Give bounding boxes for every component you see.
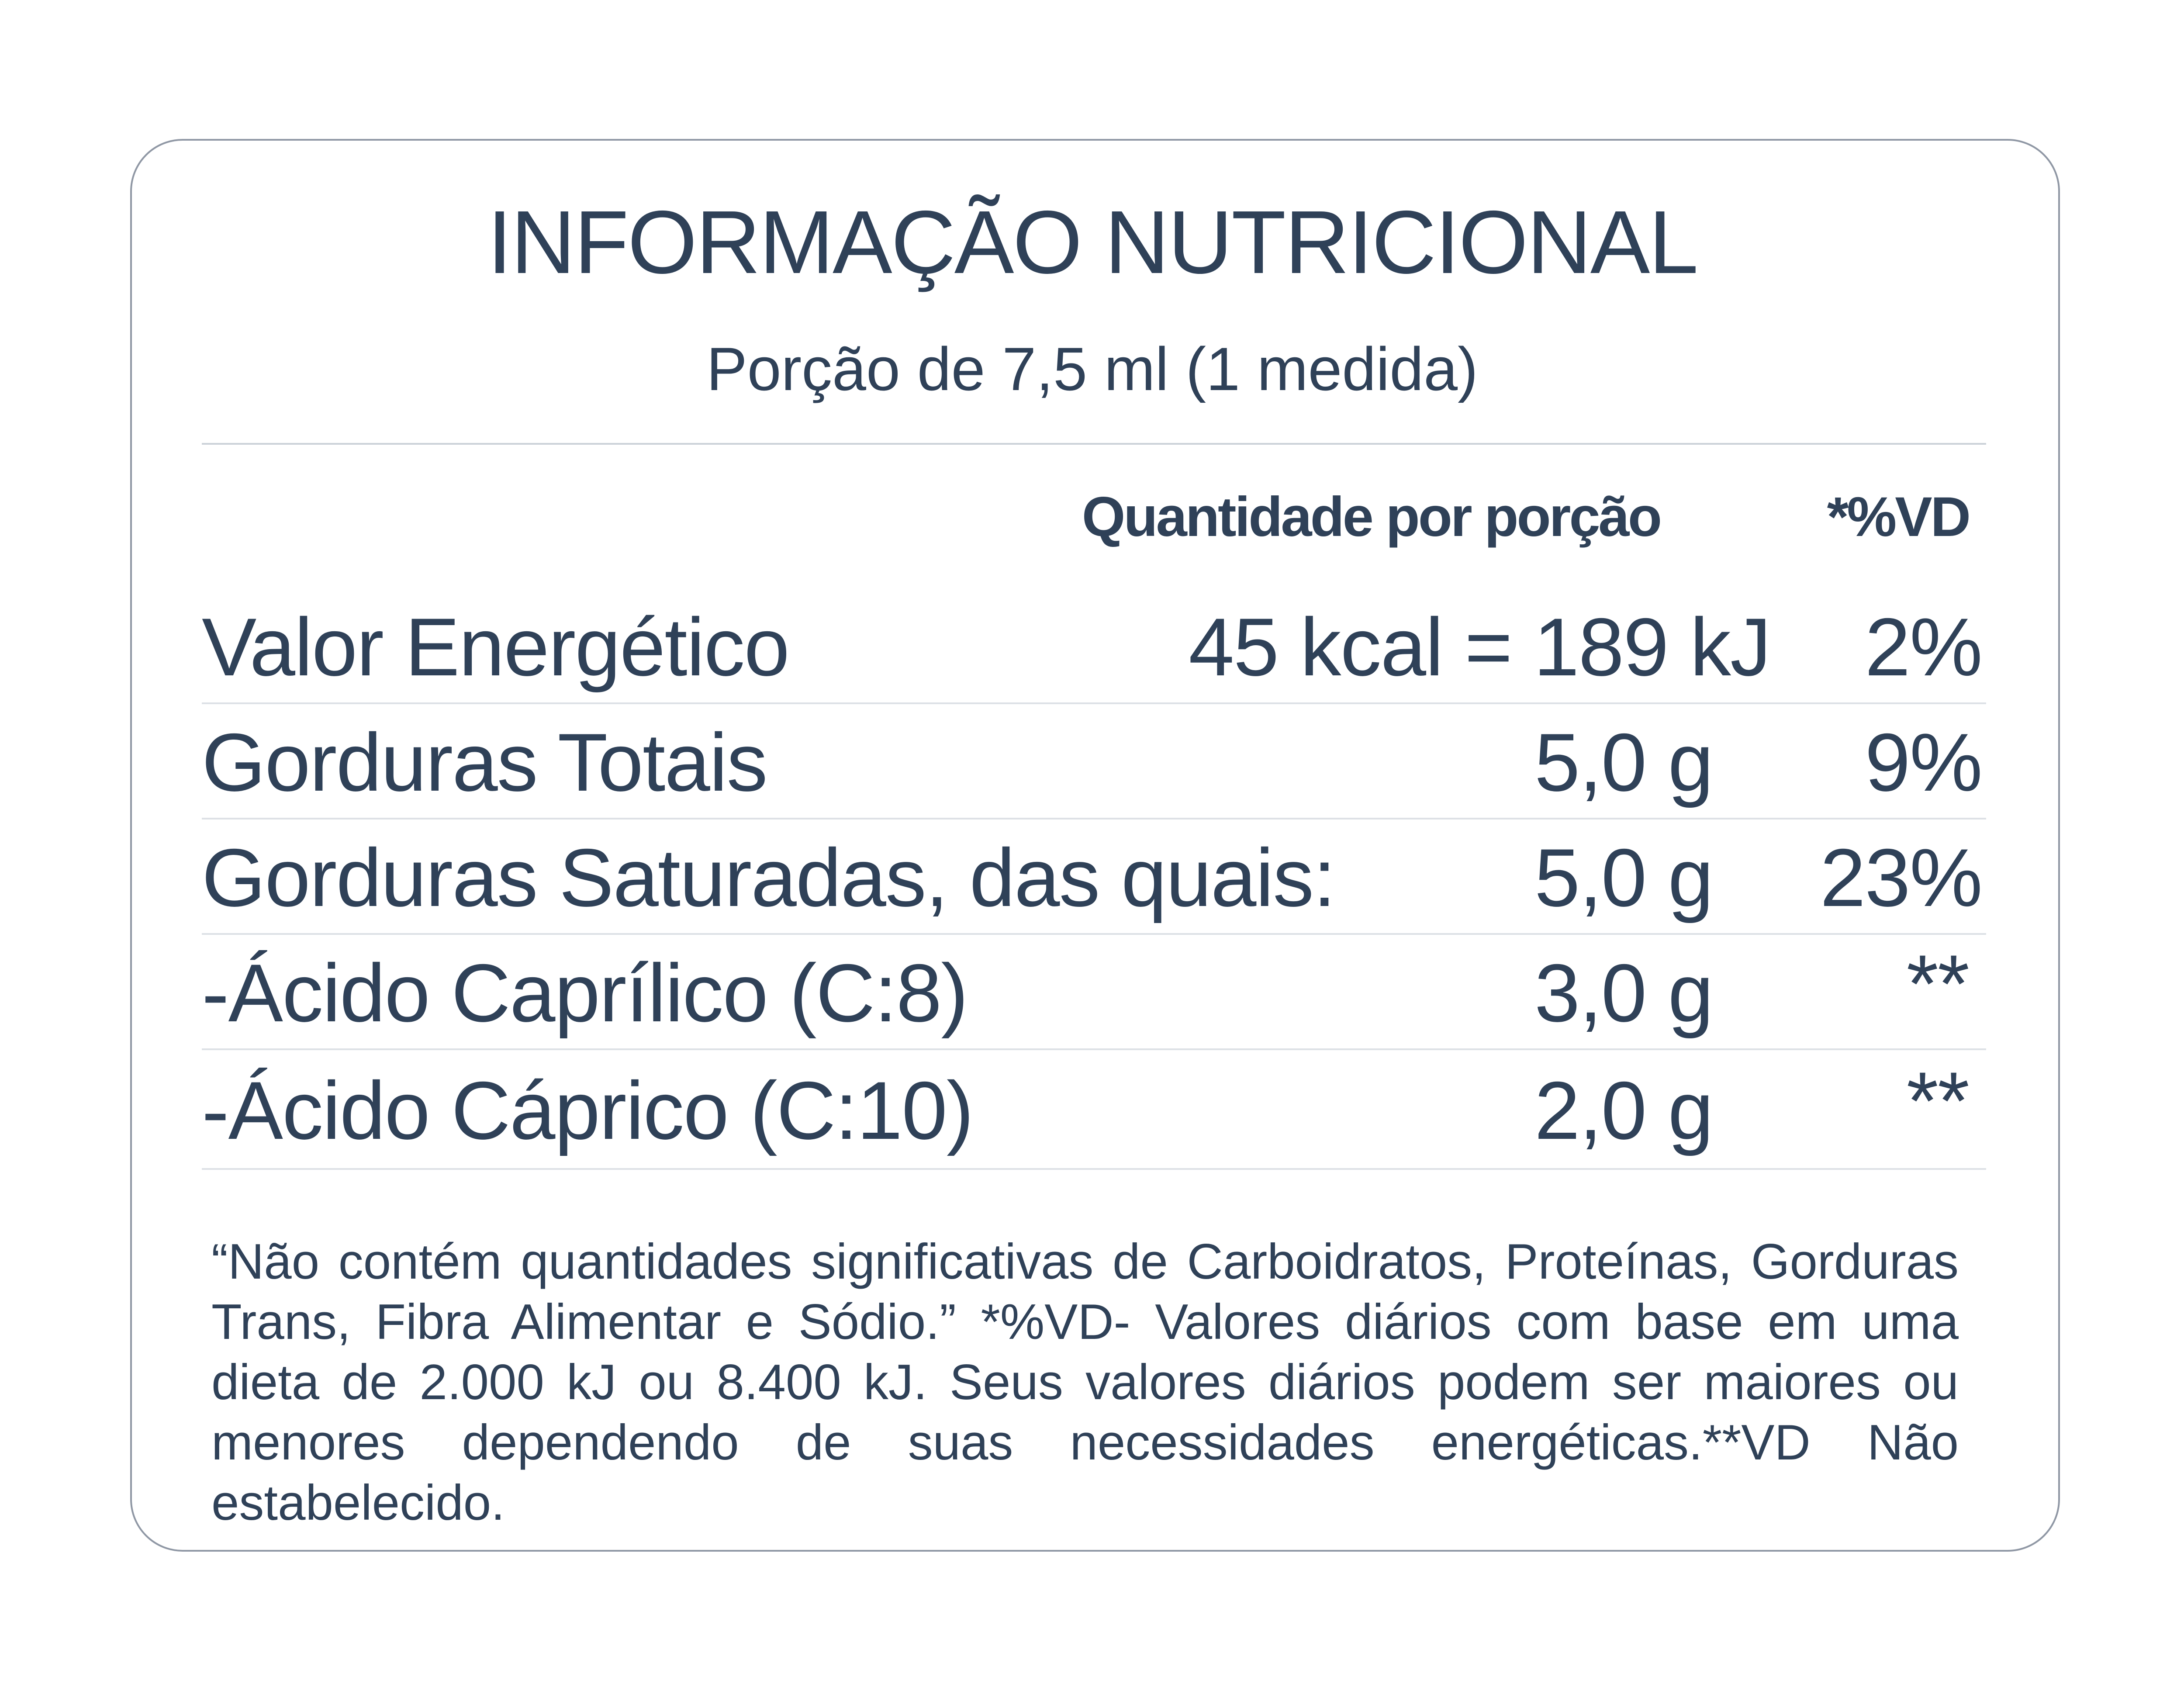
nutrient-daily-value: 9%	[1865, 716, 1983, 808]
nutrient-name: Gorduras Totais	[202, 716, 768, 808]
row-divider	[202, 818, 1986, 820]
nutrient-row-energy: Valor Energético 45 kcal = 189 kJ 2%	[202, 590, 1986, 704]
daily-value-column-header: *%VD	[1827, 486, 1971, 548]
nutrient-quantity: 5,0 g	[1534, 716, 1714, 808]
nutrient-daily-value: 23%	[1820, 832, 1983, 923]
row-divider	[202, 933, 1986, 935]
serving-size: Porção de 7,5 ml (1 medida)	[706, 335, 1478, 403]
nutrient-row-capric-acid: -Ácido Cáprico (C:10) 2,0 g **	[202, 1051, 1986, 1170]
nutrition-facts-panel	[130, 139, 2060, 1552]
nutrient-row-saturated-fat: Gorduras Saturadas, das quais: 5,0 g 23%	[202, 820, 1986, 935]
nutrient-name: Valor Energético	[202, 601, 790, 693]
nutrient-name: -Ácido Cáprico (C:10)	[202, 1065, 974, 1156]
nutrient-row-total-fat: Gorduras Totais 5,0 g 9%	[202, 705, 1986, 820]
row-divider	[202, 702, 1986, 704]
nutrient-quantity: 45 kcal = 189 kJ	[1189, 601, 1771, 693]
footnote: “Não contém quantidades significativas d…	[211, 1234, 1959, 1531]
row-divider	[202, 1168, 1986, 1170]
label-title: INFORMAÇÃO NUTRICIONAL	[487, 192, 1699, 292]
nutrient-quantity: 5,0 g	[1534, 832, 1714, 923]
nutrient-name: Gorduras Saturadas, das quais:	[202, 832, 1336, 923]
nutrient-daily-value: **	[1906, 1055, 1970, 1147]
nutrient-daily-value: 2%	[1865, 601, 1983, 693]
quantity-column-header: Quantidade por porção	[1082, 486, 1662, 548]
nutrient-quantity: 2,0 g	[1534, 1065, 1714, 1156]
nutrient-row-caprylic-acid: -Ácido Caprílico (C:8) 3,0 g **	[202, 936, 1986, 1050]
nutrient-quantity: 3,0 g	[1534, 947, 1714, 1039]
header-divider	[202, 443, 1986, 445]
nutrient-name: -Ácido Caprílico (C:8)	[202, 947, 968, 1039]
nutrient-daily-value: **	[1906, 938, 1970, 1030]
row-divider	[202, 1048, 1986, 1050]
